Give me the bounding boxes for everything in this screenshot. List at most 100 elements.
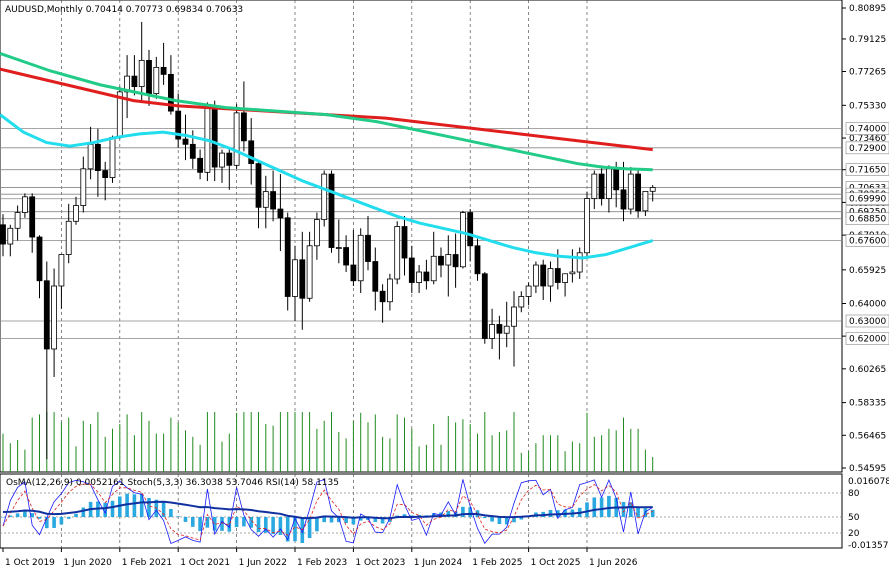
candle-body — [416, 271, 423, 283]
osma-bar — [490, 517, 494, 522]
x-tick-label: 1 Feb 2021 — [122, 558, 172, 568]
osma-bar — [8, 515, 13, 517]
candle-body — [219, 152, 225, 168]
osma-bar — [278, 517, 283, 535]
candle-body — [459, 212, 466, 268]
candle-body — [248, 140, 255, 164]
osma-bar — [23, 510, 27, 517]
level-label: 0.63000 — [849, 317, 886, 327]
osma-bar — [307, 517, 312, 539]
x-tick-label: 1 Oct 2021 — [180, 558, 230, 568]
candle-body — [146, 59, 152, 95]
osma-bar — [205, 517, 210, 528]
candle-body — [438, 255, 444, 266]
osma-bar — [497, 517, 502, 525]
osma-bar — [431, 513, 436, 517]
candle-body — [511, 306, 517, 327]
candle-body — [284, 217, 291, 297]
osma-bar — [621, 501, 626, 517]
candle-body — [58, 254, 65, 287]
candle-body — [649, 187, 656, 192]
y-tick-label: 0.80895 — [849, 4, 886, 14]
osma-bar — [176, 516, 180, 517]
osma-bar — [519, 517, 524, 520]
osma-bar — [66, 517, 71, 519]
candle-body — [167, 73, 174, 112]
osma-bar — [15, 513, 20, 517]
osma-bar — [132, 494, 137, 517]
candle-body — [554, 268, 561, 283]
candle-body — [365, 234, 371, 262]
x-tick-label: 1 Feb 2023 — [297, 558, 347, 568]
candle-body — [270, 191, 277, 210]
candle-body — [277, 208, 284, 219]
candle-body — [350, 264, 357, 282]
x-tick-label: 1 Feb 2025 — [472, 558, 522, 568]
candle-body — [357, 234, 364, 282]
osma-bar — [483, 517, 487, 519]
candle-body — [547, 268, 554, 287]
candle-body — [131, 75, 138, 88]
oscillator-frame — [0, 473, 843, 549]
osma-bar — [169, 508, 173, 517]
candle-body — [306, 245, 313, 299]
osma-bar — [74, 513, 78, 517]
candle-body — [562, 273, 568, 283]
level-label-box — [845, 192, 889, 206]
candle-body — [372, 261, 379, 292]
osma-bar — [234, 517, 239, 528]
osma-bar — [242, 517, 246, 527]
osma-bar — [636, 506, 640, 517]
osma-bar — [285, 517, 290, 542]
x-tick-label: 1 Oct 2025 — [531, 558, 581, 568]
stochastic-main-line — [2, 478, 653, 545]
osma-bar — [468, 507, 472, 517]
moving-average-line — [0, 113, 654, 260]
candle-body — [138, 59, 145, 88]
osma-bar — [118, 496, 122, 517]
candle-body — [313, 219, 320, 247]
osma-bar — [103, 502, 107, 517]
candle-body — [474, 245, 481, 275]
candle-body — [591, 173, 598, 199]
osma-bar — [599, 497, 604, 517]
osma-bar — [212, 517, 217, 531]
osma-bar — [344, 517, 348, 524]
header-symbol: AUDUSD — [5, 5, 44, 15]
level-label-box — [845, 141, 889, 155]
osma-bar — [147, 498, 151, 517]
candle-body — [576, 252, 583, 273]
x-tick-label: 1 Jun 2024 — [414, 558, 463, 568]
oscillator-level-label: 50 — [848, 513, 860, 523]
rsi-line — [2, 500, 653, 520]
candle-body — [569, 271, 576, 275]
candle-body — [43, 280, 50, 350]
osma-bar — [388, 517, 392, 522]
candle-body — [518, 296, 525, 308]
osma-bar — [337, 517, 341, 523]
osma-bar — [110, 500, 115, 517]
main-plot-frame — [0, 0, 843, 473]
candle-body — [613, 168, 620, 191]
y-tick-label: 0.73460 — [849, 134, 886, 144]
level-label-box — [845, 122, 889, 135]
osma-bar — [37, 517, 42, 519]
osma-bar — [191, 517, 195, 527]
osma-bar — [45, 517, 49, 529]
candle-body — [642, 190, 649, 212]
osma-bar — [1, 517, 5, 518]
osma-bar — [271, 517, 275, 535]
x-tick-label: 1 Jun 2026 — [589, 558, 638, 568]
osma-bar — [220, 517, 224, 531]
osma-bar — [264, 517, 268, 533]
candle-body — [255, 163, 262, 208]
osma-bar — [358, 517, 363, 521]
candle-body — [36, 236, 43, 282]
candle-body — [0, 224, 6, 245]
candle-body — [292, 259, 298, 297]
candle-body — [627, 173, 634, 210]
candle-body — [226, 152, 233, 166]
osma-bar — [125, 493, 129, 517]
candle-body — [73, 205, 79, 222]
